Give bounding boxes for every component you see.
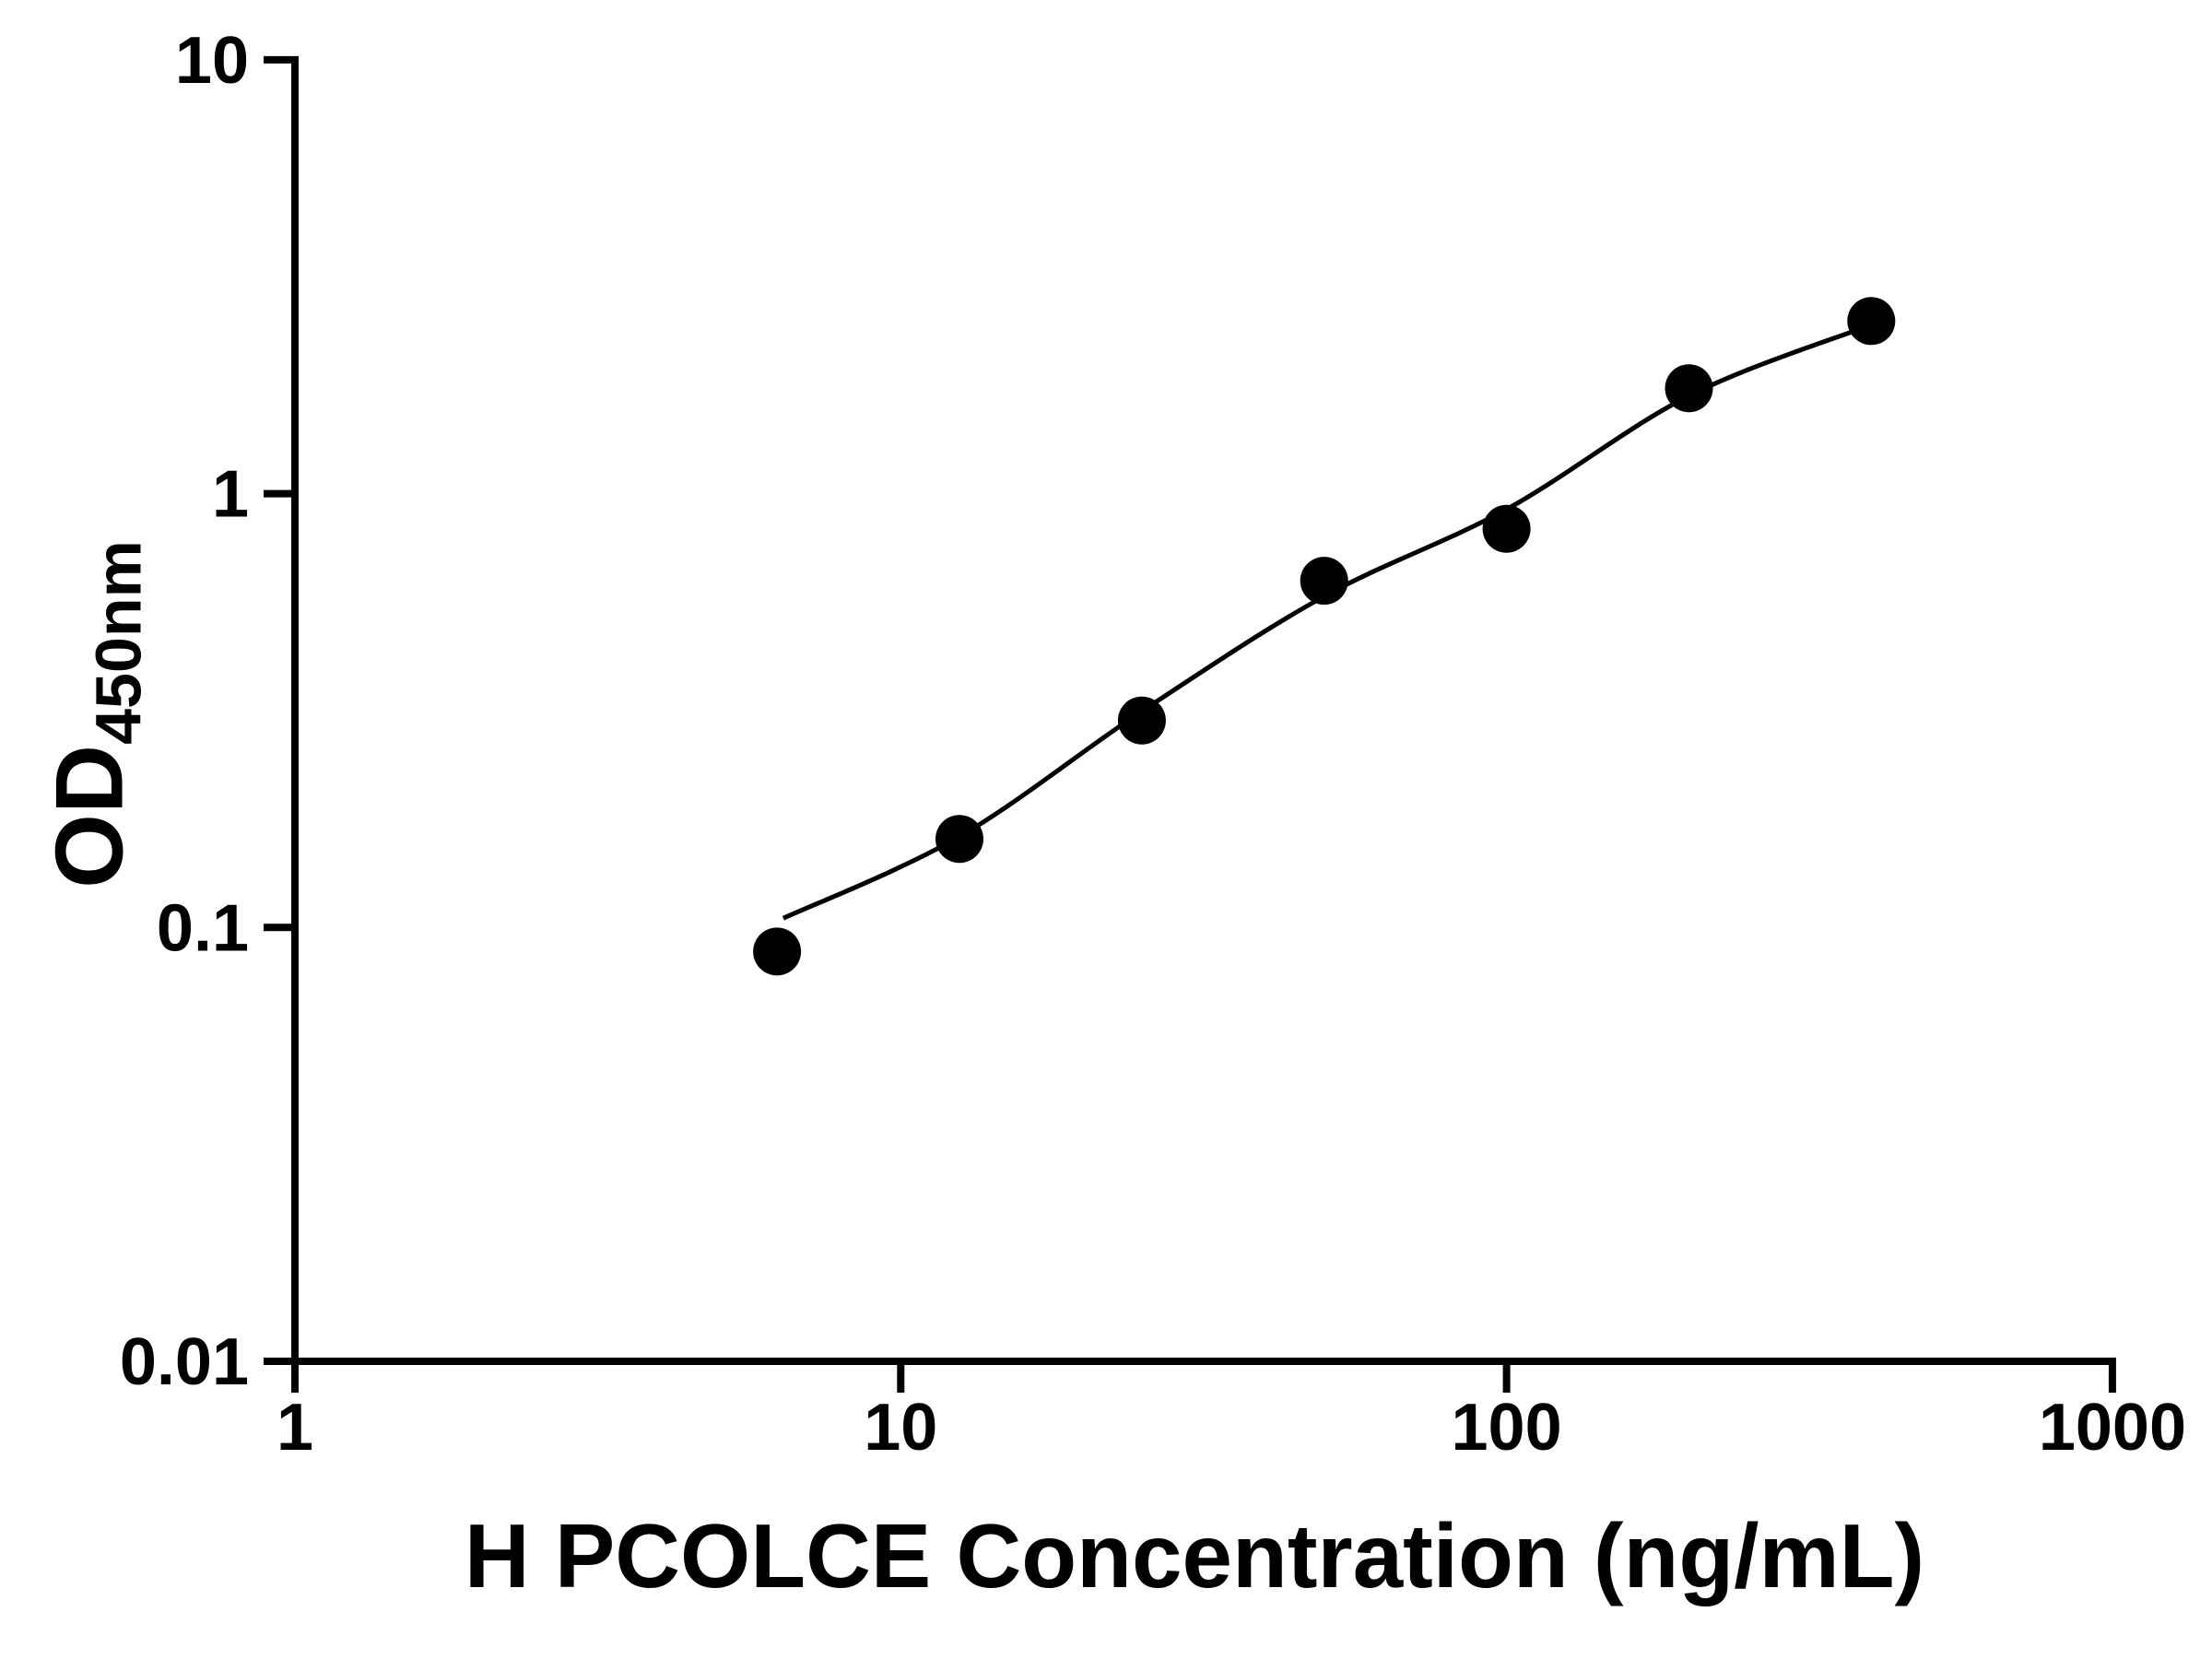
data-point (1482, 504, 1531, 553)
data-point (1665, 364, 1713, 413)
y-axis-title: OD450nm (36, 540, 155, 888)
x-axis-title: H PCOLCE Concentration (ng/mL) (464, 1505, 1925, 1606)
x-tick-label: 1 (276, 1391, 313, 1465)
axis-lines (291, 55, 2116, 1365)
y-tick-label: 0.01 (120, 1325, 249, 1399)
y-tick-label: 1 (212, 458, 249, 532)
data-point (753, 927, 802, 976)
y-tick-label: 10 (175, 24, 249, 98)
data-point (1847, 297, 1896, 346)
x-tick-label: 1000 (2039, 1391, 2186, 1465)
y-axis-title-subscript: 450nm (82, 540, 155, 745)
data-point (1300, 557, 1348, 606)
y-tick-label: 0.1 (157, 891, 249, 965)
y-axis-title-main: OD (36, 744, 144, 888)
x-tick-label: 10 (864, 1391, 937, 1465)
data-point (935, 815, 983, 864)
data-point (1117, 696, 1166, 745)
x-tick-label: 100 (1452, 1391, 1562, 1465)
